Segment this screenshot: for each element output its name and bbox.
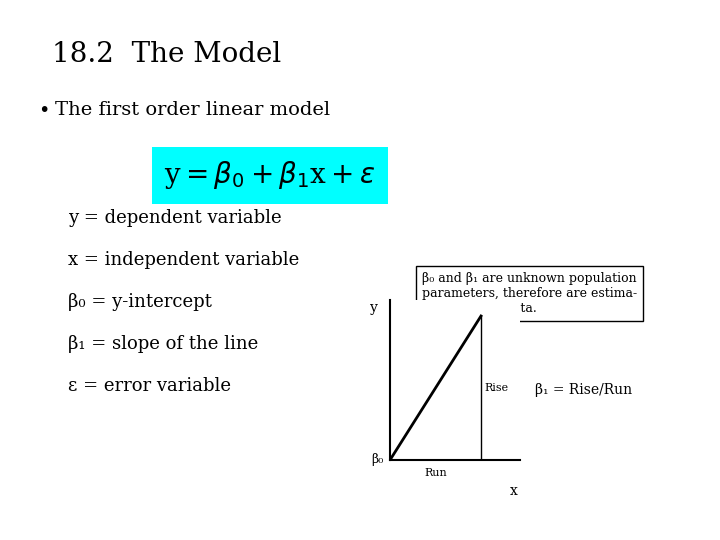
Text: Run: Run: [424, 468, 447, 478]
Text: β₀ = y-intercept: β₀ = y-intercept: [68, 293, 212, 311]
Text: β₀: β₀: [372, 454, 384, 467]
Text: y: y: [371, 301, 378, 315]
Text: 18.2  The Model: 18.2 The Model: [52, 42, 282, 69]
Text: Rise: Rise: [485, 383, 509, 393]
Text: β₀ and β₁ are unknown population
parameters, therefore are estima-
ted from the : β₀ and β₁ are unknown population paramet…: [422, 272, 637, 315]
Text: β₁ = Rise/Run: β₁ = Rise/Run: [535, 383, 632, 397]
Text: The first order linear model: The first order linear model: [55, 101, 330, 119]
Text: •: •: [38, 100, 50, 119]
Text: x = independent variable: x = independent variable: [68, 251, 300, 269]
Text: y = dependent variable: y = dependent variable: [68, 209, 282, 227]
Text: β₁ = slope of the line: β₁ = slope of the line: [68, 335, 258, 353]
Text: $\mathregular{y} = \beta_0 + \beta_1\mathregular{x} + \varepsilon$: $\mathregular{y} = \beta_0 + \beta_1\mat…: [164, 159, 376, 191]
Text: x: x: [510, 484, 518, 498]
Text: ε = error variable: ε = error variable: [68, 377, 231, 395]
